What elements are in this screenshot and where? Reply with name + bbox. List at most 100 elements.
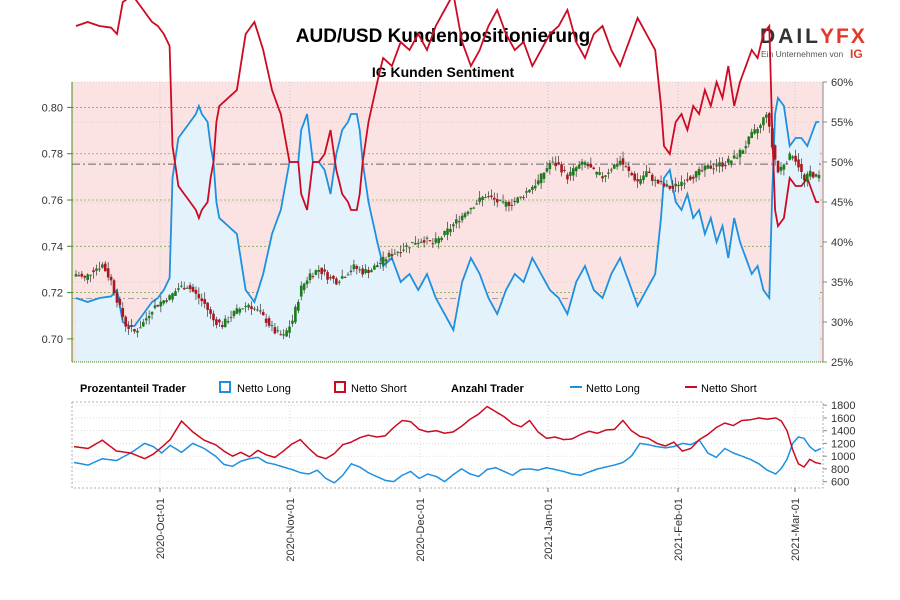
candle-up — [762, 117, 765, 126]
candle-down — [428, 240, 432, 242]
right-tick-label: 45% — [831, 197, 853, 209]
candle-down — [279, 334, 283, 336]
date-label: 2021-Mar-01 — [790, 498, 802, 561]
candle-up — [808, 170, 812, 177]
candle-up — [744, 146, 748, 149]
candle-down — [648, 171, 651, 174]
candle-down — [566, 174, 569, 180]
candle-up — [759, 125, 762, 129]
candle-up — [741, 150, 745, 154]
candle-up — [639, 178, 642, 184]
count-tick-label: 1000 — [831, 451, 855, 463]
candle-down — [776, 160, 780, 173]
candle-up — [454, 219, 458, 224]
candle-down — [457, 221, 461, 223]
candle-up — [516, 197, 520, 203]
candle-up — [577, 164, 581, 169]
candle-down — [794, 155, 797, 162]
candle-down — [121, 308, 125, 317]
candle-up — [665, 184, 669, 187]
candle-up — [478, 197, 481, 202]
count-tick-label: 1200 — [831, 438, 855, 450]
candle-up — [571, 168, 575, 176]
candle-down — [633, 173, 637, 181]
candle-up — [531, 186, 534, 190]
candle-up — [697, 168, 701, 176]
candle-up — [329, 277, 332, 279]
candle-down — [191, 286, 195, 292]
candle-down — [770, 128, 774, 148]
candle-up — [525, 191, 528, 193]
candle-down — [721, 162, 724, 167]
candle-up — [595, 171, 598, 175]
candle-down — [557, 162, 560, 165]
candle-up — [779, 166, 783, 171]
candle-down — [493, 197, 496, 200]
candle-up — [147, 316, 151, 319]
candle-down — [691, 176, 695, 179]
candle-up — [95, 268, 98, 271]
candle-up — [291, 320, 294, 324]
candle-up — [229, 317, 233, 319]
candle-up — [536, 180, 540, 185]
candle-up — [612, 164, 616, 169]
candle-up — [785, 163, 789, 165]
candle-up — [337, 281, 341, 283]
candle-down — [200, 298, 204, 302]
candle-up — [610, 169, 613, 171]
candle-up — [256, 309, 259, 311]
candle-down — [258, 310, 262, 312]
candle-up — [712, 168, 715, 170]
candle-up — [814, 174, 818, 177]
right-tick-label: 60% — [831, 77, 853, 89]
candle-down — [332, 275, 335, 279]
candle-down — [431, 243, 435, 245]
candle-up — [452, 224, 455, 227]
candle-down — [109, 276, 113, 281]
count-long-line — [73, 436, 822, 484]
candle-down — [422, 240, 426, 243]
candle-down — [700, 170, 704, 172]
candle-up — [74, 274, 78, 277]
candle-down — [124, 316, 128, 327]
candle-up — [747, 136, 751, 145]
candle-up — [440, 237, 443, 241]
candle-up — [487, 195, 490, 198]
candle-down — [589, 164, 593, 168]
candle-down — [659, 181, 663, 183]
legend: Prozentanteil Trader Netto Long Netto Sh… — [80, 381, 757, 395]
candle-up — [174, 291, 177, 296]
candle-down — [361, 268, 364, 275]
candle-up — [364, 269, 367, 274]
candle-up — [618, 160, 622, 165]
candle-up — [642, 175, 645, 181]
candle-up — [408, 247, 411, 249]
candle-up — [615, 164, 619, 167]
candle-up — [750, 131, 754, 139]
candle-up — [308, 273, 312, 281]
candle-down — [601, 176, 604, 179]
candle-up — [419, 241, 423, 243]
left-tick-label: 0.72 — [42, 288, 63, 300]
candle-up — [718, 162, 721, 167]
candle-up — [378, 262, 382, 264]
candle-up — [241, 308, 245, 310]
right-tick-label: 55% — [831, 117, 853, 129]
candle-up — [598, 172, 601, 175]
dailyfx-logo: DAIL Y FX Ein Unternehmen von IG — [760, 25, 865, 61]
candle-down — [650, 174, 654, 181]
count-short-line — [73, 405, 822, 468]
count-tick-label: 1600 — [831, 413, 855, 425]
candle-up — [706, 165, 710, 169]
candle-down — [212, 313, 215, 321]
candle-down — [586, 164, 590, 167]
candle-up — [607, 172, 610, 174]
left-tick-label: 0.80 — [42, 102, 63, 114]
candle-up — [425, 237, 429, 239]
candle-up — [735, 157, 739, 159]
candle-up — [276, 330, 280, 332]
candle-up — [551, 161, 555, 163]
candle-down — [165, 300, 168, 302]
candle-down — [194, 289, 198, 294]
